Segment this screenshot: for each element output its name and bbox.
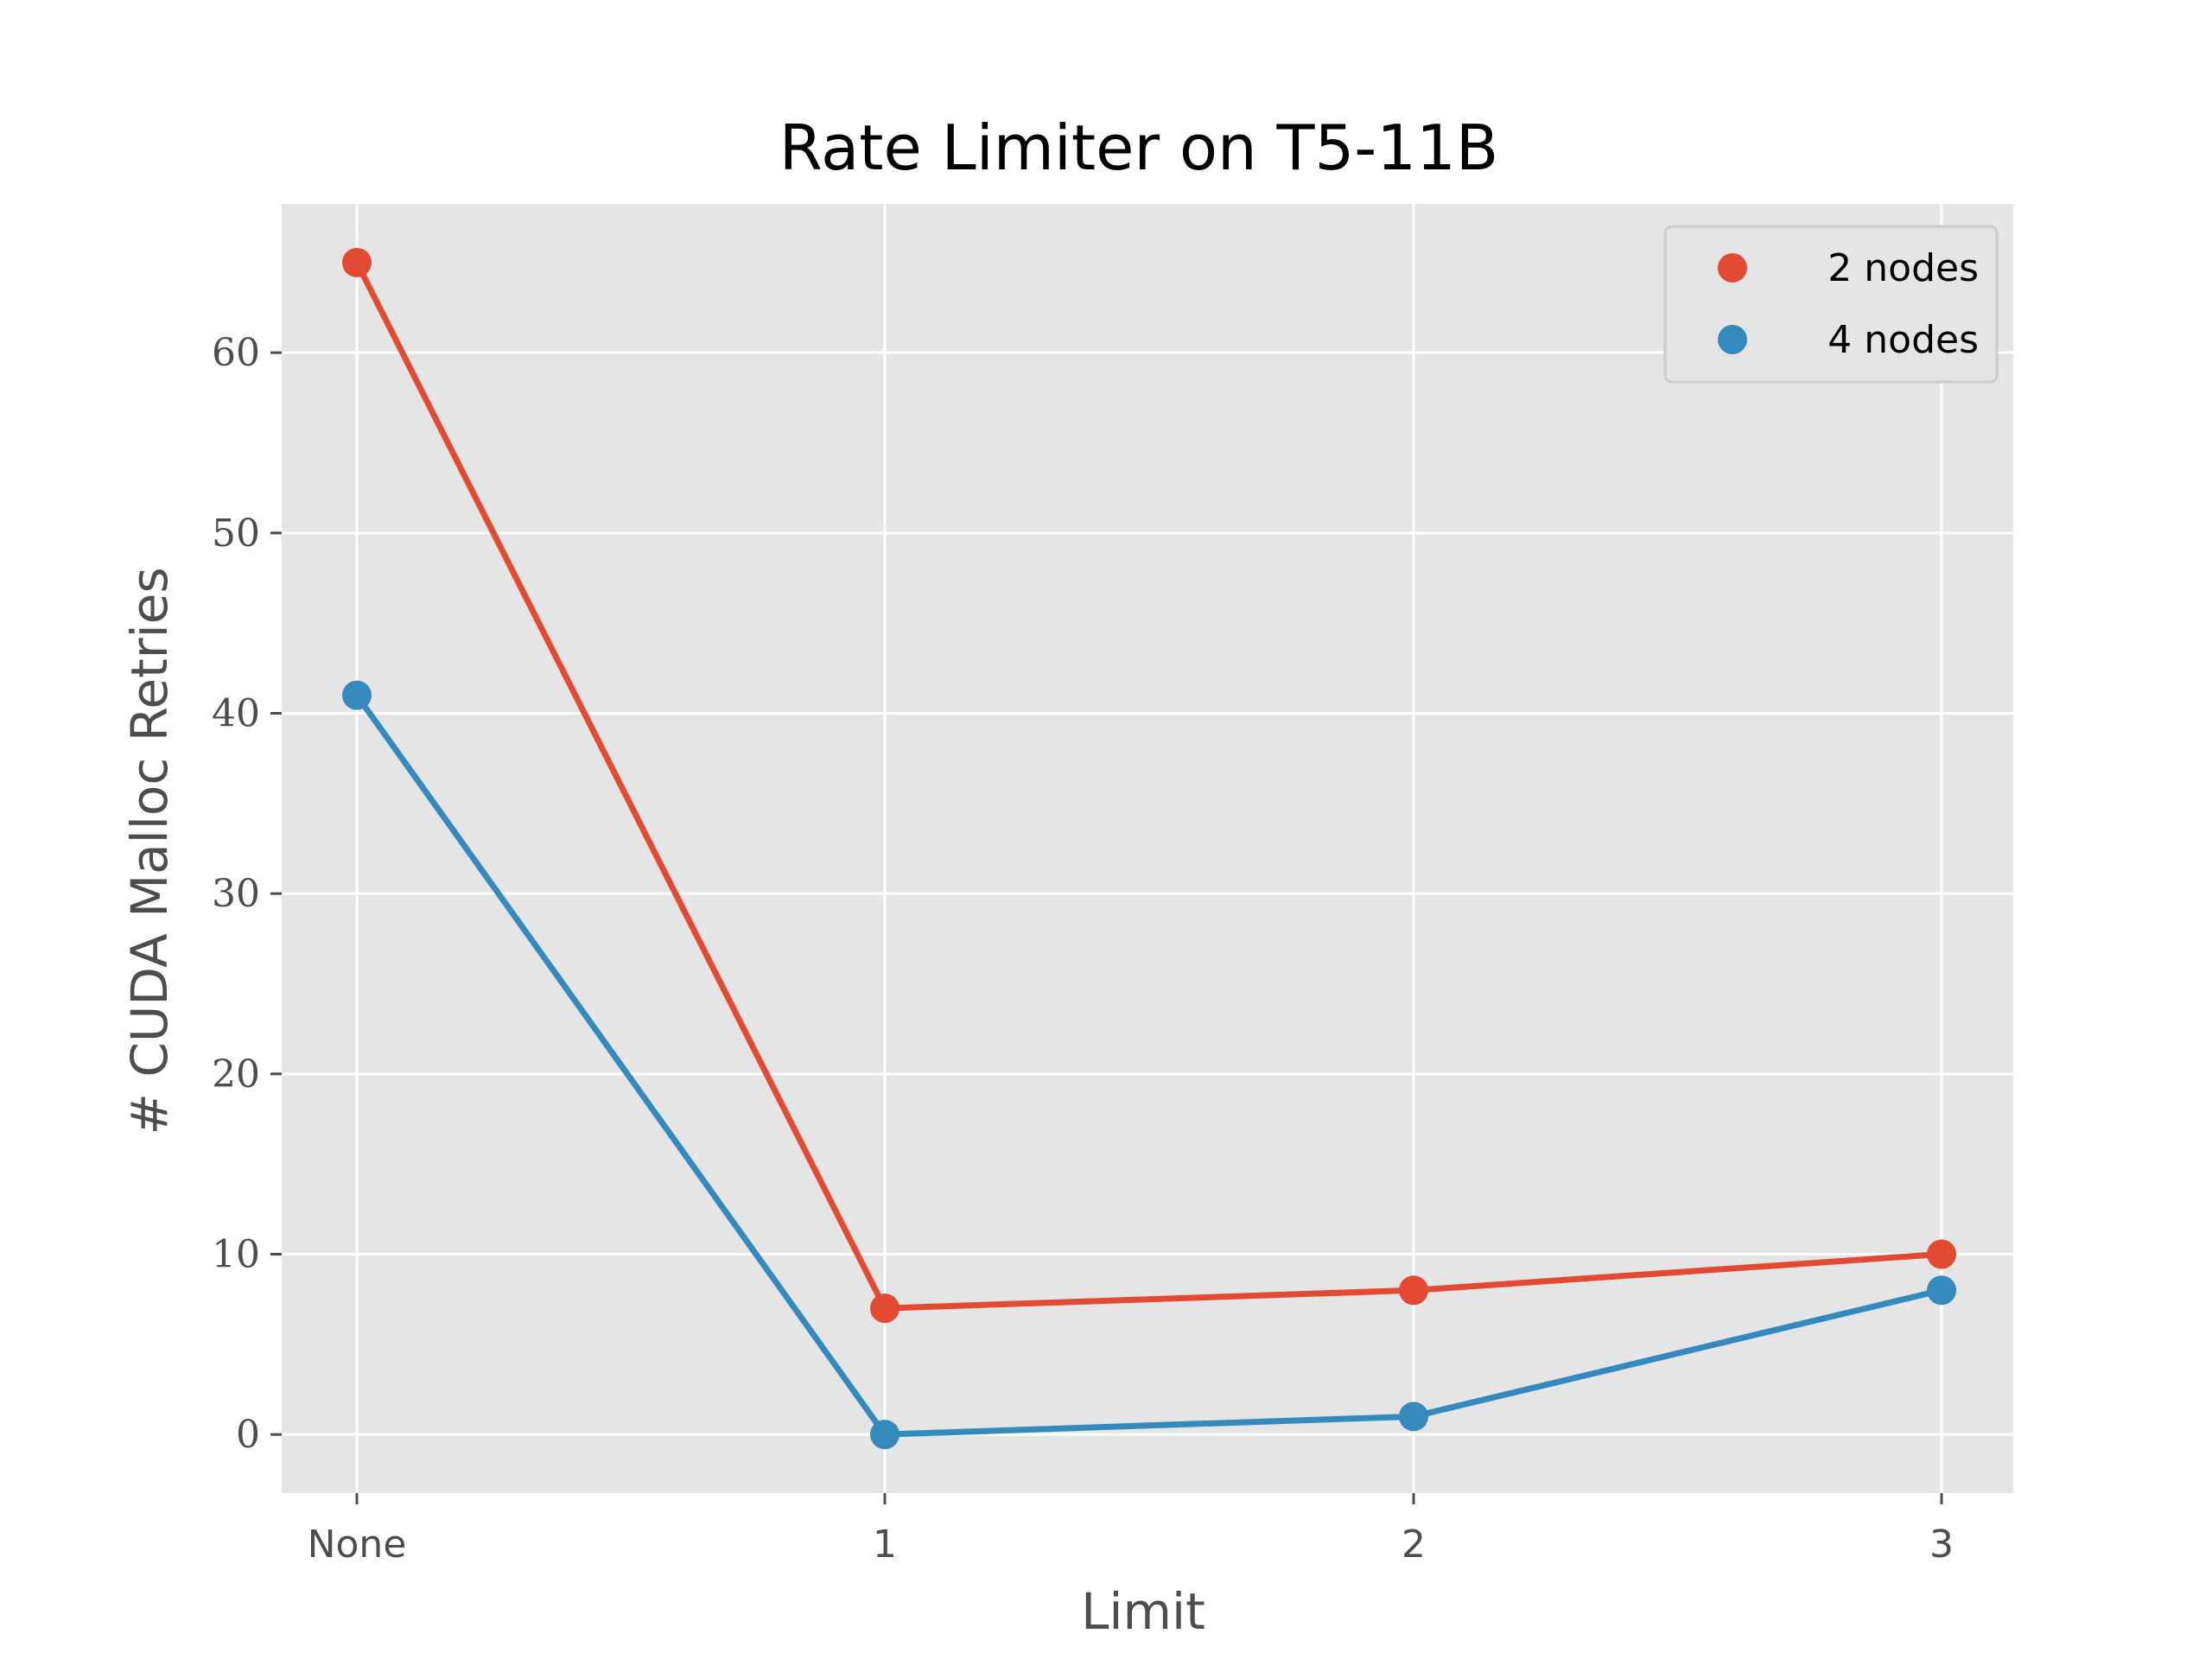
y-tick-label-50: 50	[212, 512, 260, 556]
data-point-1-0	[342, 680, 372, 710]
data-point-0-3	[1927, 1239, 1956, 1269]
legend-marker-1	[1718, 325, 1747, 354]
series-line-1	[354, 693, 1942, 1438]
x-tick-label-3: 3	[1929, 1522, 1954, 1567]
data-point-1-3	[1927, 1275, 1956, 1306]
data-point-0-1	[870, 1294, 899, 1324]
legend-marker-0	[1718, 253, 1747, 283]
y-tick-label-0: 0	[236, 1413, 260, 1457]
plot-area	[282, 204, 2013, 1493]
data-point-1-2	[1399, 1402, 1428, 1432]
legend: 2 nodes 4 nodes	[1663, 225, 1999, 384]
data-point-1-1	[870, 1420, 899, 1450]
y-tick-label-30: 30	[212, 872, 260, 916]
y-tick-label-10: 10	[212, 1233, 260, 1277]
x-axis-label: Limit	[1081, 1582, 1205, 1641]
data-point-0-2	[1399, 1275, 1428, 1306]
y-axis-label: # CUDA Malloc Retries	[120, 567, 179, 1135]
y-tick-label-20: 20	[212, 1052, 260, 1096]
y-tick-label-60: 60	[212, 331, 260, 375]
legend-label-0: 2 nodes	[1827, 246, 1979, 290]
x-tick-label-0: None	[308, 1522, 407, 1567]
y-axis-ticks: 0 10 20 30 40 50 60	[212, 331, 282, 1457]
y-tick-label-40: 40	[212, 691, 260, 735]
data-point-0-0	[342, 247, 372, 277]
x-tick-label-2: 2	[1402, 1522, 1426, 1567]
x-tick-label-1: 1	[873, 1522, 897, 1567]
series-line-0	[353, 261, 1942, 1312]
legend-box	[1663, 225, 1999, 384]
legend-label-1: 4 nodes	[1827, 318, 1979, 362]
x-axis-ticks: None 1 2 3	[308, 1493, 1954, 1567]
series-layer	[342, 247, 1956, 1450]
chart-title: Rate Limiter on T5-11B	[779, 111, 1499, 184]
